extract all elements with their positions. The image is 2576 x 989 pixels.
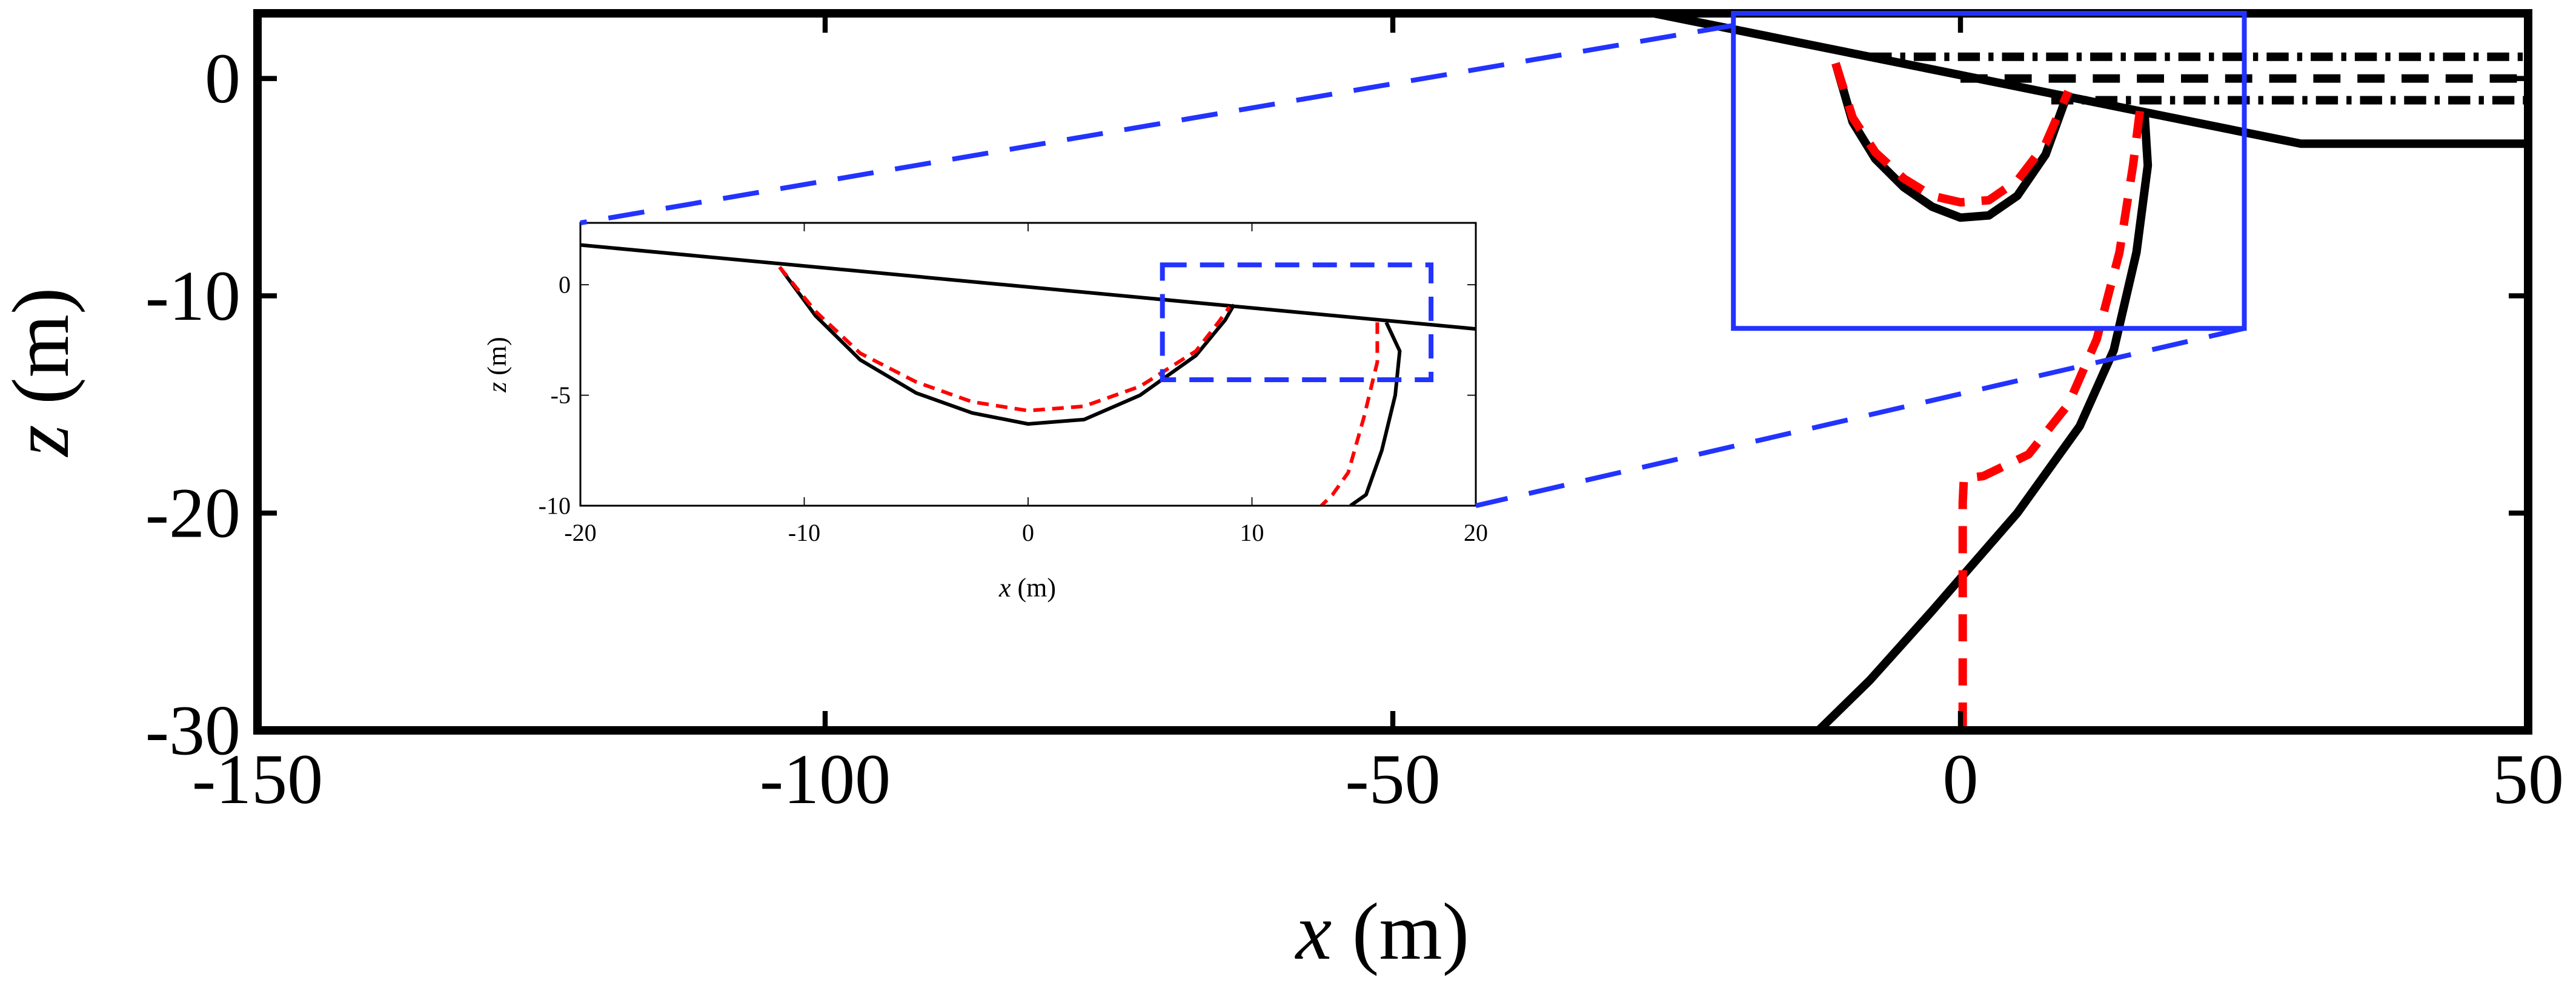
inset-x-tick-label: 20 [1464, 519, 1488, 546]
main-y-tick-label: -20 [145, 474, 241, 553]
main-x-tick-label: -100 [760, 739, 891, 819]
inset-zoom-box [1160, 262, 1434, 383]
inset-background [580, 223, 1476, 506]
inset-series-3 [1349, 321, 1402, 506]
main-y-tick-label: -30 [145, 691, 241, 770]
main-x-axis-label: x (m) [1295, 887, 1469, 976]
inset-series-2 [778, 266, 1231, 413]
inset-x-tick-label: 10 [1240, 519, 1264, 546]
inset-x-tick-label: 0 [1022, 519, 1034, 546]
inset-series-0 [580, 243, 1476, 331]
main-x-tick-label: 0 [1943, 739, 1979, 819]
inset-y-tick-label: 0 [559, 271, 571, 299]
inset-y-tick-label: -5 [551, 382, 571, 409]
zoom-connector-bottom [1475, 326, 2245, 508]
main-x-tick-label: -50 [1345, 739, 1440, 819]
main-zoom-box [1731, 11, 2247, 331]
main-x-tick-label: -150 [192, 739, 323, 819]
main-y-tick-label: 0 [205, 39, 241, 118]
inset-x-tick-label: -20 [564, 519, 596, 546]
plot-layer: -150 -100 -50 0 500-10-20-30-20 -10 0 10 200-5-1… [145, 9, 2564, 819]
main-series-4 [1831, 62, 2073, 222]
zoom-connector-top [580, 23, 1734, 225]
main-x-tick-label: 50 [2492, 739, 2564, 819]
main-y-tick-label: -10 [145, 256, 241, 336]
main-series-6 [1815, 111, 2153, 730]
inset-y-axis-label: z (m) [482, 337, 512, 393]
main-series-7 [1958, 110, 2145, 730]
inset-x-axis-label: x (m) [998, 573, 1056, 603]
inset-x-tick-label: -10 [788, 519, 820, 546]
inset-y-tick-label: -10 [539, 492, 571, 520]
inset-series-1 [778, 266, 1236, 426]
main-series-5 [1831, 62, 2073, 207]
inset-series-group [580, 243, 1476, 506]
main-y-axis-label: z (m) [0, 287, 85, 457]
